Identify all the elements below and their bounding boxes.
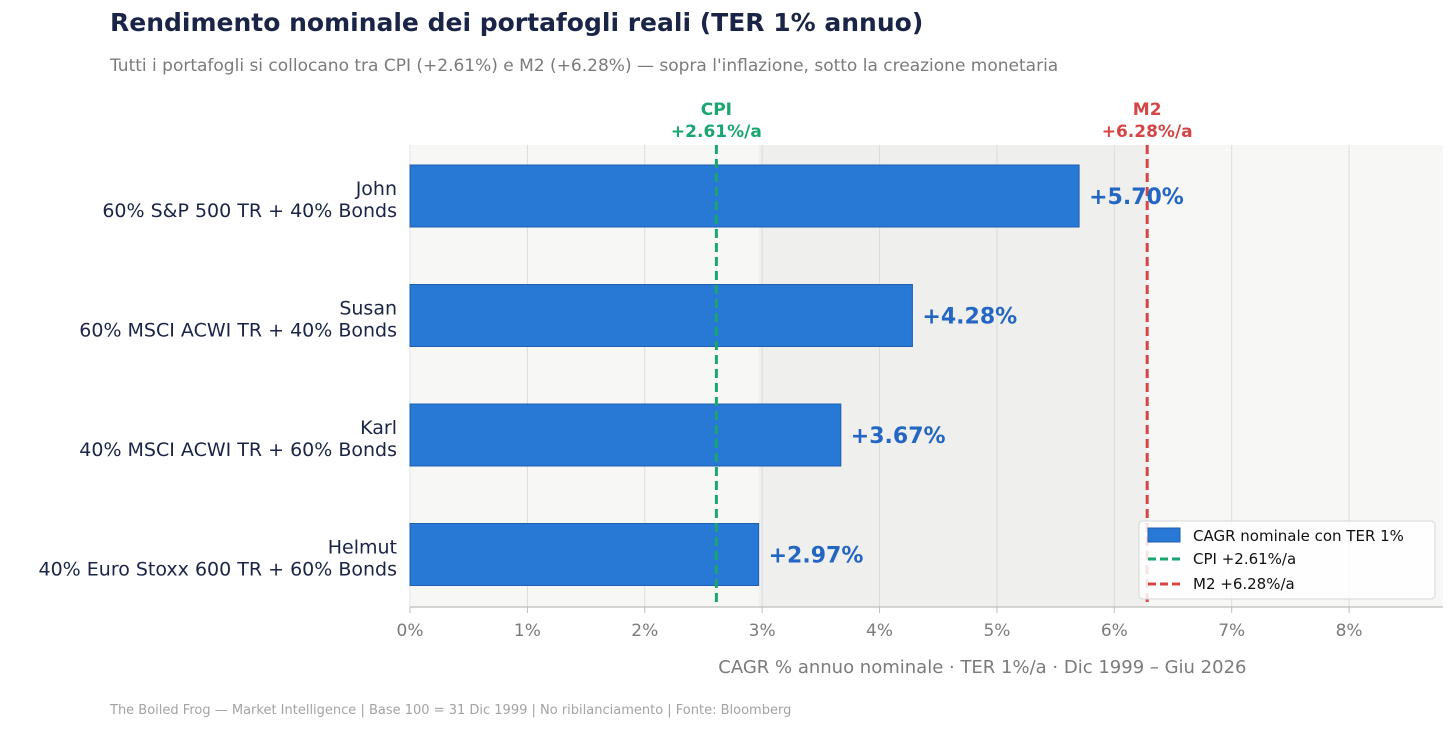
x-tick-label: 0%	[397, 621, 424, 641]
bar-susan	[409, 284, 913, 347]
chart-title: Rendimento nominale dei portafogli reali…	[110, 8, 924, 37]
cpi-line-value: +2.61%/a	[671, 122, 762, 142]
legend-swatch-bar	[1147, 527, 1181, 543]
bar-karl	[409, 403, 842, 467]
bar-john	[409, 164, 1080, 228]
x-axis-label: CAGR % annuo nominale · TER 1%/a · Dic 1…	[718, 657, 1246, 678]
category-description: 40% MSCI ACWI TR + 60% Bonds	[79, 439, 397, 461]
chart-subtitle: Tutti i portafogli si collocano tra CPI …	[110, 56, 1059, 76]
legend-box	[1138, 520, 1436, 600]
bar-value-label: +2.97%	[769, 544, 864, 569]
x-tick-label: 6%	[1101, 621, 1128, 641]
category-description: 60% S&P 500 TR + 40% Bonds	[102, 200, 397, 222]
legend-label-cpi: CPI +2.61%/a	[1193, 550, 1296, 568]
bar-value-label: +3.67%	[851, 424, 946, 449]
cpi-line-name: CPI	[701, 100, 732, 120]
chart-footer: The Boiled Frog — Market Intelligence | …	[110, 703, 792, 718]
legend-label-m2: M2 +6.28%/a	[1193, 575, 1295, 593]
m2-line-name: M2	[1133, 100, 1162, 120]
x-tick-label: 7%	[1218, 621, 1245, 641]
x-tick-label: 1%	[514, 621, 541, 641]
category-description: 40% Euro Stoxx 600 TR + 60% Bonds	[39, 559, 398, 581]
x-tick-label: 5%	[983, 621, 1010, 641]
m2-line-value: +6.28%/a	[1102, 122, 1193, 142]
x-tick-label: 2%	[631, 621, 658, 641]
legend-label-bar: CAGR nominale con TER 1%	[1193, 527, 1404, 545]
bar-helmut	[409, 523, 760, 586]
bar-chart: 0% 1% 2% 3% 4% 5% 6% 7% 8% CAGR % annuo nominale …	[39, 100, 1443, 678]
x-tick-label: 8%	[1336, 621, 1363, 641]
x-tick-label: 3%	[749, 621, 776, 641]
category-name: Helmut	[328, 537, 397, 559]
bar-value-label: +4.28%	[922, 305, 1017, 330]
bar-value-label: +5.70%	[1089, 185, 1184, 210]
category-name: Susan	[339, 298, 397, 320]
category-description: 60% MSCI ACWI TR + 40% Bonds	[79, 320, 397, 342]
category-name: John	[355, 178, 397, 200]
category-name: Karl	[360, 417, 397, 439]
x-tick-label: 4%	[866, 621, 893, 641]
